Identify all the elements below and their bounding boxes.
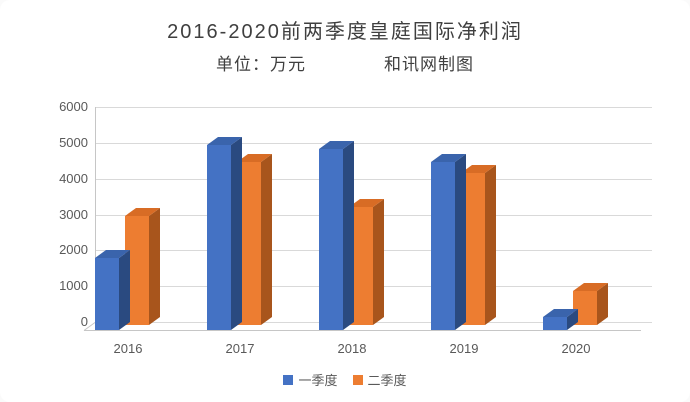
bar bbox=[207, 137, 243, 330]
bar bbox=[543, 309, 579, 330]
legend-label: 二季度 bbox=[367, 373, 407, 388]
bar-side-face bbox=[343, 141, 354, 330]
bar-front-face bbox=[543, 317, 567, 330]
legend-item: 一季度 bbox=[283, 370, 338, 389]
bar bbox=[319, 141, 355, 330]
legend-label: 一季度 bbox=[298, 373, 338, 388]
y-axis-label: 6000 bbox=[59, 99, 88, 114]
y-axis-label: 3000 bbox=[59, 206, 88, 222]
bar-front-face bbox=[319, 149, 343, 330]
bar-front-face bbox=[207, 145, 231, 330]
y-axis-label: 5000 bbox=[59, 134, 88, 150]
x-axis-label: 2016 bbox=[113, 341, 143, 356]
gridline bbox=[95, 178, 652, 180]
legend-swatch bbox=[352, 374, 363, 385]
unit-label: 单位：万元 bbox=[216, 55, 306, 74]
bar-side-face bbox=[119, 250, 130, 330]
bar-side-face bbox=[485, 164, 496, 325]
x-axis-line bbox=[84, 330, 641, 331]
y-axis-label: 1000 bbox=[59, 278, 88, 294]
bar-side-face bbox=[373, 198, 384, 325]
y-axis-label: 0 bbox=[80, 314, 88, 329]
y-axis-line bbox=[95, 107, 96, 322]
legend-swatch bbox=[283, 374, 294, 385]
y-axis-label: 2000 bbox=[59, 242, 88, 258]
x-axis-label: 2020 bbox=[561, 341, 591, 356]
y-axis-label: 4000 bbox=[59, 170, 88, 186]
bar-side-face bbox=[455, 153, 466, 330]
bar bbox=[95, 250, 131, 330]
x-axis-label: 2017 bbox=[225, 341, 255, 356]
bar-front-face bbox=[95, 258, 119, 330]
chart-subtitle: 单位：万元 和讯网制图 bbox=[0, 50, 690, 75]
bar bbox=[431, 153, 467, 330]
chart-title: 2016-2020前两季度皇庭国际净利润 bbox=[167, 21, 523, 43]
source-label: 和讯网制图 bbox=[384, 55, 474, 74]
bar-front-face bbox=[431, 161, 455, 330]
bar-side-face bbox=[261, 153, 272, 325]
legend: 一季度 二季度 bbox=[0, 370, 690, 389]
gridline bbox=[95, 142, 652, 144]
x-axis-label: 2019 bbox=[449, 341, 479, 356]
x-axis-label: 2018 bbox=[337, 341, 367, 356]
legend-item: 二季度 bbox=[352, 370, 407, 389]
bar-side-face bbox=[231, 137, 242, 330]
gridline bbox=[95, 107, 652, 108]
bar-side-face bbox=[149, 207, 160, 325]
